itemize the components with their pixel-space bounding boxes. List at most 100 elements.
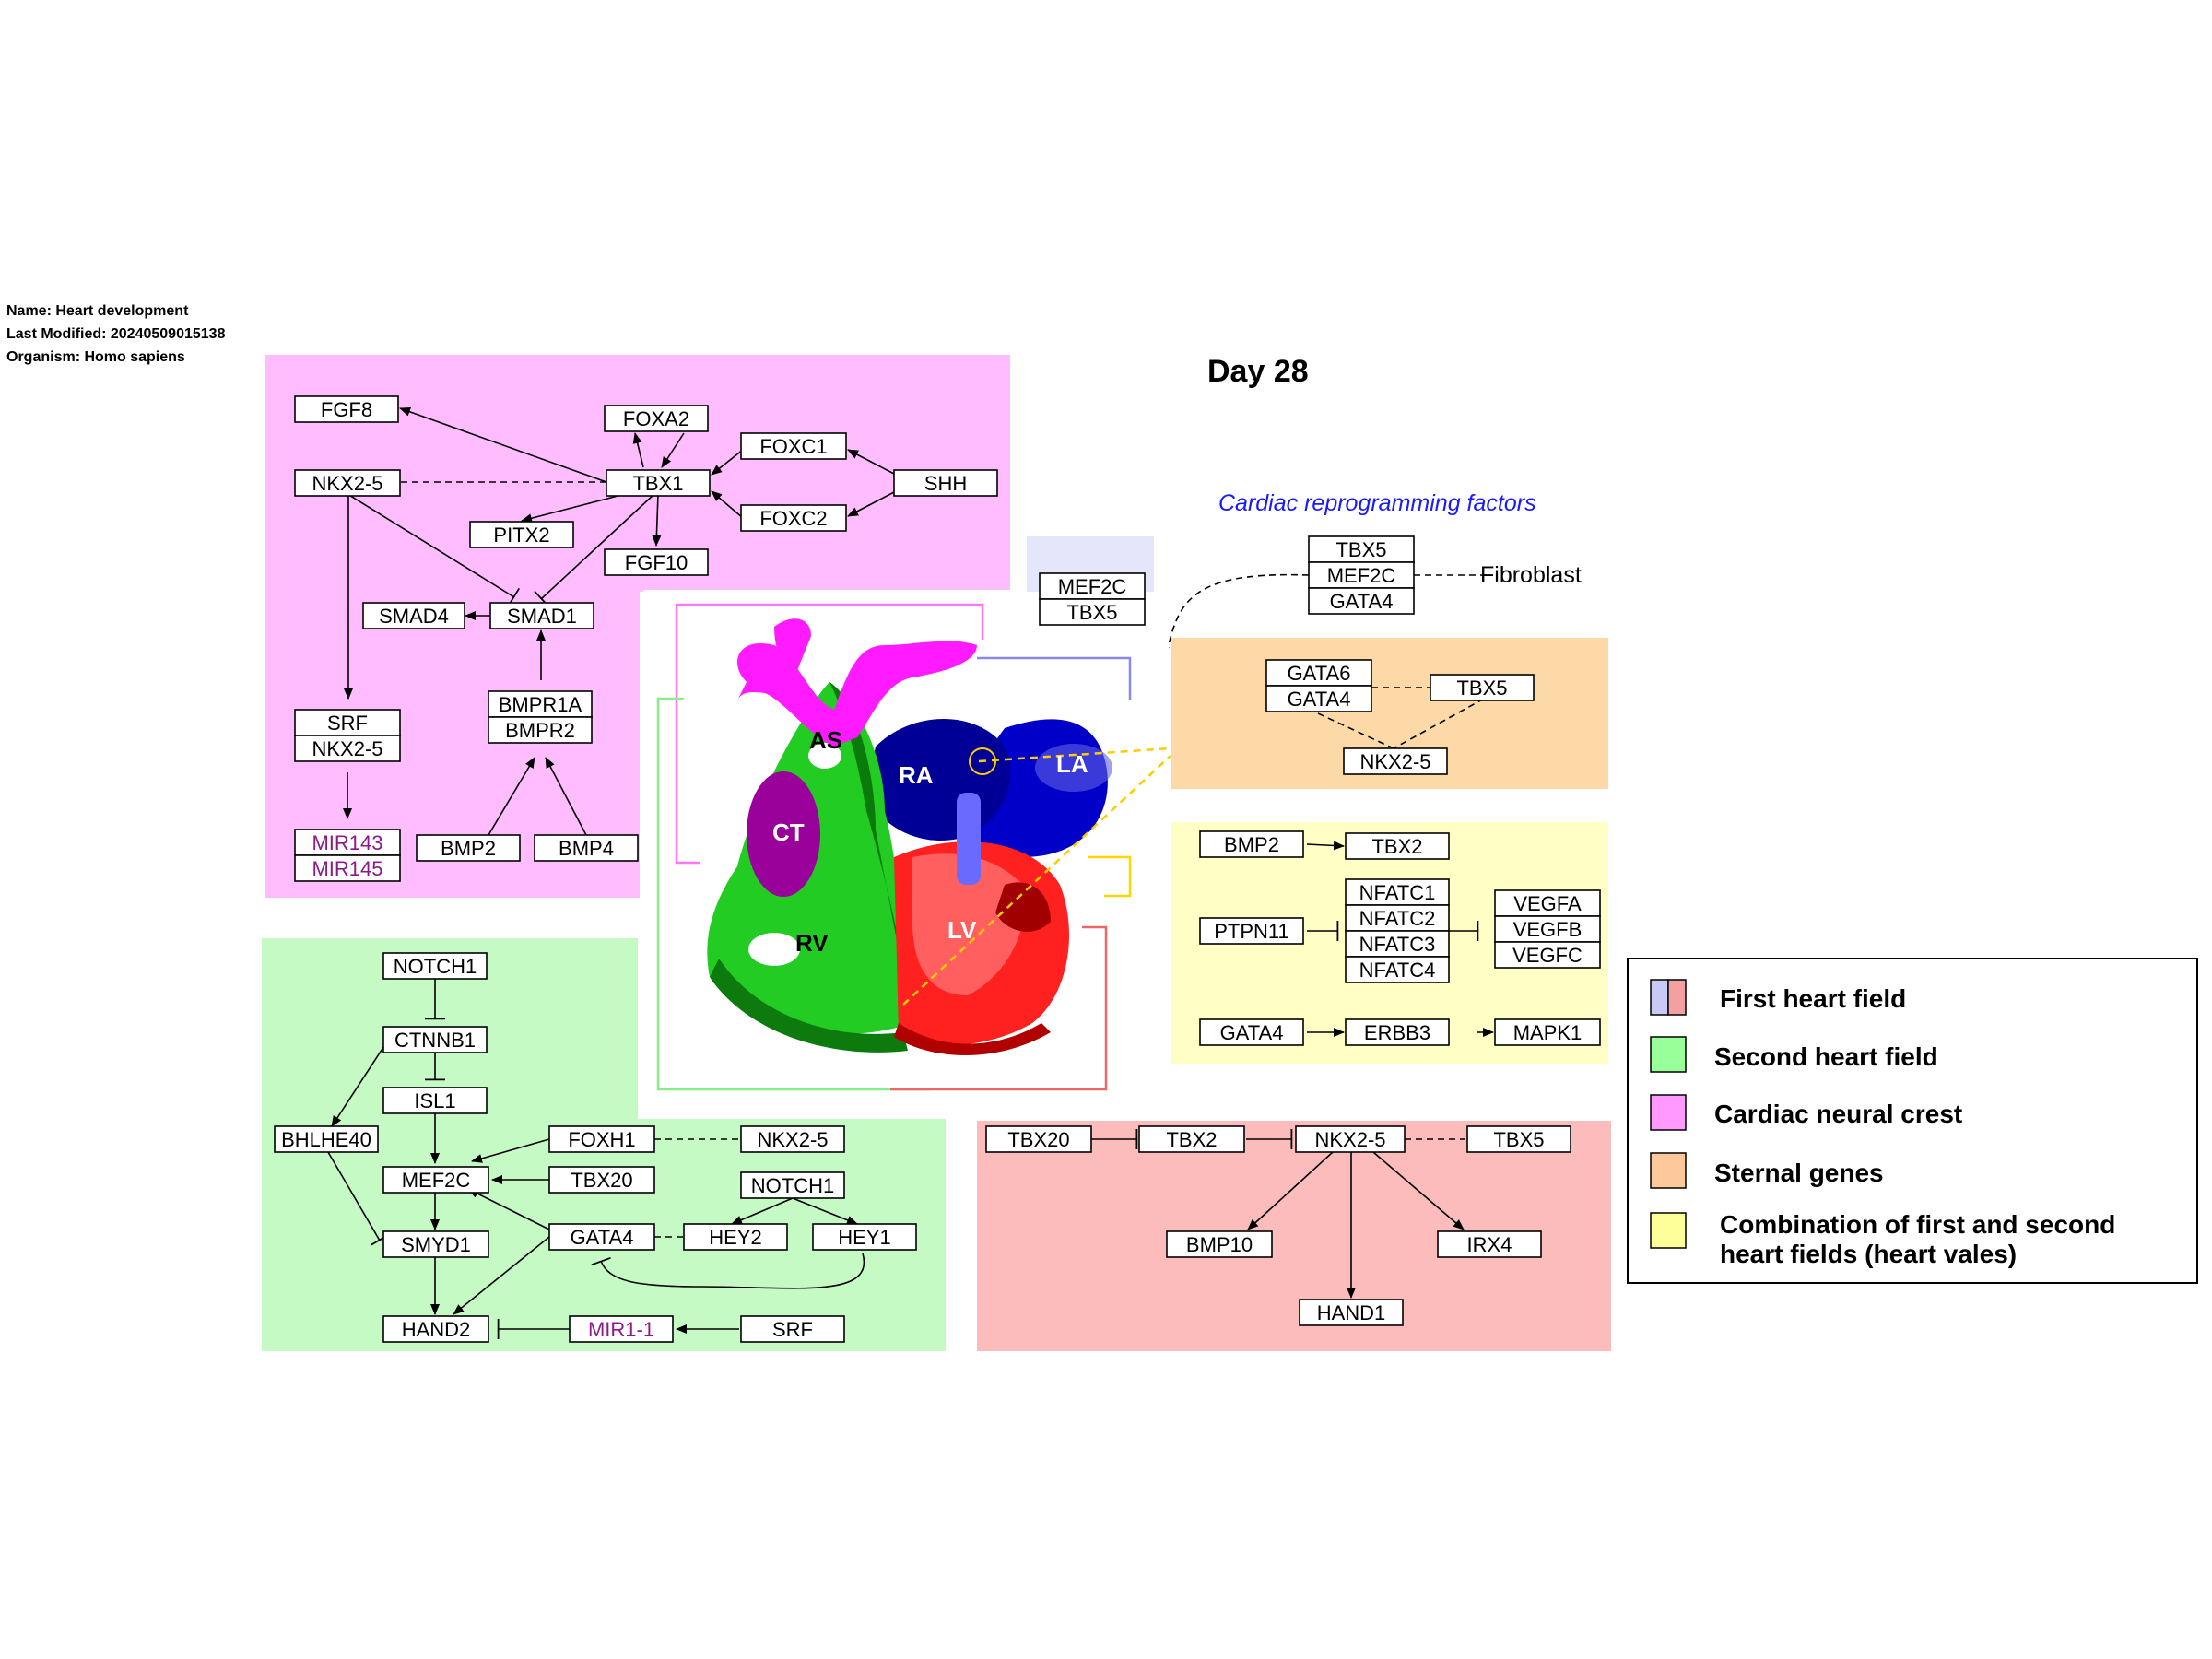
gene-label-nkx25-d: NKX2-5	[1359, 750, 1430, 773]
label-ct: CT	[772, 818, 805, 846]
gene-box-vegfc: VEGFC	[1494, 941, 1601, 969]
gene-label-tbx20-b: TBX20	[1007, 1128, 1069, 1151]
gene-box-bmp4: BMP4	[534, 834, 639, 862]
gene-box-tbx5-b: TBX5	[1430, 674, 1535, 701]
gene-box-nkx25-d: NKX2-5	[1343, 747, 1448, 775]
gene-box-irx4: IRX4	[1437, 1230, 1542, 1258]
gene-box-bhlhe40: BHLHE40	[274, 1125, 379, 1153]
gene-label-mef2c-a: MEF2C	[402, 1169, 471, 1192]
gene-box-smad1: SMAD1	[489, 602, 594, 629]
gene-box-mapk1: MAPK1	[1494, 1018, 1601, 1046]
gene-label-gata6: GATA6	[1288, 662, 1351, 685]
gene-label-hey2: HEY2	[709, 1226, 761, 1249]
gene-box-foxh1: FOXH1	[548, 1125, 655, 1153]
gene-box-erbb3: ERBB3	[1345, 1018, 1450, 1046]
gene-label-smyd1: SMYD1	[401, 1233, 471, 1256]
gene-box-fgf10: FGF10	[604, 548, 709, 576]
gene-label-isl1: ISL1	[414, 1089, 455, 1112]
gene-label-bmp10: BMP10	[1186, 1233, 1253, 1256]
gene-label-tbx20-a: TBX20	[571, 1169, 632, 1192]
legend-swatch-combination	[1650, 1212, 1687, 1249]
gene-label-rp-mef2c: MEF2C	[1327, 564, 1396, 587]
diagram-title: Day 28	[1207, 354, 1309, 389]
gene-box-bmpr1a: BMPR1A	[488, 690, 593, 718]
gene-label-fgf10: FGF10	[625, 551, 688, 574]
gene-box-nfatc1: NFATC1	[1345, 878, 1450, 906]
gene-label-ctnnb1: CTNNB1	[394, 1029, 476, 1052]
gene-box-fgf8: FGF8	[294, 395, 399, 423]
gene-box-rp-gata4: GATA4	[1308, 587, 1415, 615]
gene-label-erbb3: ERBB3	[1364, 1021, 1430, 1044]
label-rv: RV	[795, 929, 829, 957]
gene-label-mir143: MIR143	[312, 831, 382, 854]
gene-label-nfatc3: NFATC3	[1359, 933, 1436, 956]
gene-box-nfatc4: NFATC4	[1345, 956, 1450, 983]
gene-box-srf-a: SRF	[294, 709, 401, 736]
gene-box-gata6: GATA6	[1265, 659, 1372, 687]
gene-label-vegfc: VEGFC	[1512, 944, 1583, 967]
gene-label-pitx2: PITX2	[493, 524, 549, 547]
gene-label-irx4: IRX4	[1467, 1233, 1512, 1256]
gene-label-nkx25-e: NKX2-5	[1314, 1128, 1385, 1151]
gene-box-bmp10: BMP10	[1166, 1230, 1273, 1258]
gene-label-smad4: SMAD4	[379, 605, 449, 628]
reprogramming-label: Cardiac reprogramming factors	[1218, 490, 1536, 516]
legend: First heart field Second heart field Car…	[1627, 958, 2198, 1284]
gene-label-foxc1: FOXC1	[759, 435, 827, 458]
gene-box-hey1: HEY1	[812, 1223, 917, 1251]
gene-label-hand2: HAND2	[402, 1318, 471, 1341]
legend-swatch-sternal	[1650, 1152, 1687, 1189]
gene-box-tbx1: TBX1	[606, 469, 711, 497]
gene-label-nkx25-b: NKX2-5	[312, 737, 382, 760]
gene-label-bmp2-b: BMP2	[1224, 833, 1279, 856]
gene-label-tbx2-a: TBX2	[1371, 835, 1422, 858]
gene-box-mir143: MIR143	[294, 829, 401, 856]
gene-box-bmpr2: BMPR2	[488, 716, 593, 744]
gene-box-gata4-c: GATA4	[1199, 1018, 1304, 1046]
legend-label-neural: Cardiac neural crest	[1714, 1100, 1962, 1128]
gene-label-gata4-a: GATA4	[571, 1226, 634, 1249]
gene-label-hand1: HAND1	[1317, 1301, 1386, 1324]
meta-modified: Last Modified: 20240509015138	[6, 326, 226, 342]
gene-box-bmp2-a: BMP2	[416, 834, 521, 862]
gene-label-mapk1: MAPK1	[1513, 1021, 1583, 1044]
gene-label-nkx25-c: NKX2-5	[757, 1128, 828, 1151]
legend-label-first: First heart field	[1720, 984, 1906, 1013]
gene-label-srf-b: SRF	[772, 1318, 813, 1341]
second-field-network	[327, 979, 865, 1339]
label-lv: LV	[947, 916, 977, 944]
gene-box-nfatc3: NFATC3	[1345, 930, 1450, 958]
gene-label-notch1-a: NOTCH1	[394, 955, 477, 978]
gene-box-hand1: HAND1	[1299, 1299, 1404, 1326]
gene-label-smad1: SMAD1	[507, 605, 577, 628]
gene-box-tbx5-c: TBX5	[1466, 1125, 1571, 1153]
label-ra: RA	[899, 761, 934, 789]
gene-box-rp-mef2c: MEF2C	[1308, 561, 1415, 589]
gene-box-tbx5-a: TBX5	[1039, 598, 1146, 626]
gene-box-pitx2: PITX2	[469, 521, 574, 548]
gene-box-notch1-a: NOTCH1	[382, 952, 488, 980]
gene-box-ptpn11: PTPN11	[1199, 917, 1304, 945]
gene-label-gata4-b: GATA4	[1288, 688, 1351, 711]
gene-label-mir11: MIR1-1	[588, 1318, 654, 1341]
gene-label-nfatc4: NFATC4	[1359, 959, 1436, 982]
gene-label-hey1: HEY1	[838, 1226, 890, 1249]
gene-label-nkx25-a: NKX2-5	[312, 472, 382, 495]
gene-label-bmp4: BMP4	[559, 837, 614, 860]
gene-label-bhlhe40: BHLHE40	[281, 1128, 371, 1151]
heart-illustration: AS RA LA CT RV LV	[640, 592, 1171, 1102]
gene-box-hand2: HAND2	[382, 1315, 489, 1343]
gene-label-tbx5-b: TBX5	[1456, 677, 1507, 700]
gene-box-mir11: MIR1-1	[569, 1315, 674, 1343]
gene-label-mef2c-b: MEF2C	[1058, 575, 1127, 598]
gene-box-nfatc2: NFATC2	[1345, 904, 1450, 932]
gene-label-bmpr1a: BMPR1A	[499, 693, 582, 716]
meta-name: Name: Heart development	[6, 303, 189, 319]
gene-label-ptpn11: PTPN11	[1214, 920, 1289, 943]
gene-label-nfatc2: NFATC2	[1359, 907, 1436, 930]
gene-box-nkx25-e: NKX2-5	[1295, 1125, 1406, 1153]
gene-label-nfatc1: NFATC1	[1359, 881, 1436, 904]
gene-box-srf-b: SRF	[740, 1315, 845, 1343]
gene-box-shh: SHH	[893, 469, 998, 497]
